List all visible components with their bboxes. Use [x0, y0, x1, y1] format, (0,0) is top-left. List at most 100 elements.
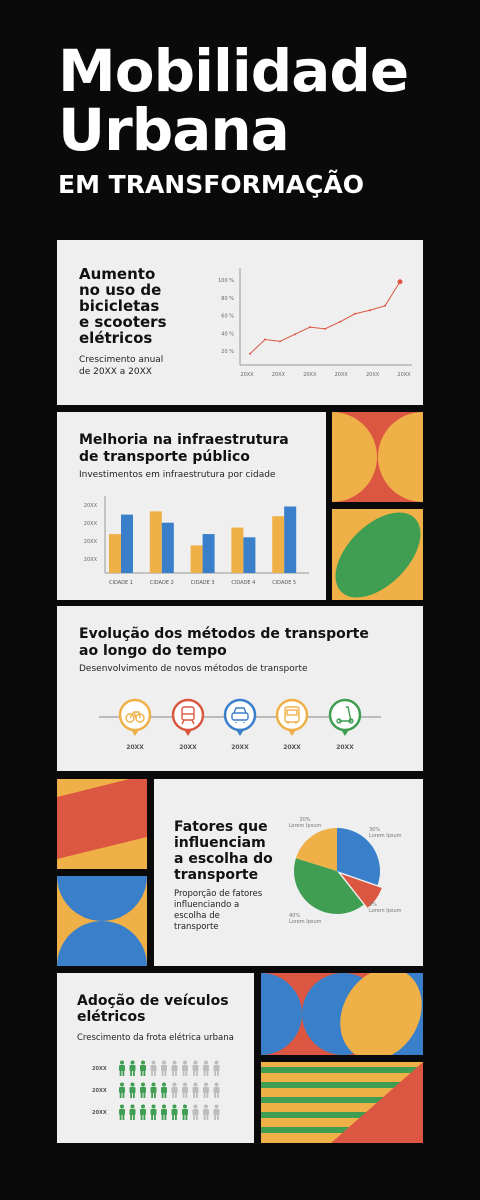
x-tick-label: 20XX — [272, 372, 286, 378]
bar — [202, 534, 215, 573]
y-tick-label: 80 % — [221, 296, 234, 302]
leg — [151, 1115, 153, 1120]
factors-subtitle: Proporção de fatores influenciando a esc… — [174, 889, 262, 933]
factors-title-line: influenciam — [174, 835, 266, 851]
factors-title-line: Fatores que — [174, 819, 268, 835]
infra-card: Melhoria na infraestrutura de transporte… — [57, 412, 326, 600]
torso — [203, 1087, 209, 1093]
leg — [175, 1115, 177, 1120]
evolution-title-line: Evolução dos métodos de transporte — [79, 626, 369, 642]
leg — [182, 1093, 185, 1098]
x-tick-label: 20XX — [303, 372, 317, 378]
milestone-label: 20XX — [283, 744, 301, 751]
torso — [119, 1087, 125, 1093]
leg — [175, 1093, 177, 1098]
head — [214, 1060, 219, 1065]
row-label: 20XX — [92, 1110, 107, 1116]
bikes-title-line: no uso de — [79, 281, 162, 299]
roof — [233, 707, 247, 714]
row-label: 20XX — [92, 1066, 107, 1072]
leg — [217, 1093, 219, 1098]
head — [130, 1082, 135, 1087]
torso — [203, 1065, 209, 1071]
y-tick-label: 20 % — [221, 349, 234, 355]
factors-title-line: transporte — [174, 867, 259, 883]
evolution-title-line: ao longo do tempo — [79, 643, 227, 659]
ev-title-line: Adoção de veículos — [77, 993, 229, 1009]
torso — [192, 1109, 199, 1115]
decor-tile-ellipse — [332, 509, 423, 600]
torso — [129, 1087, 136, 1093]
head — [162, 1060, 166, 1065]
head — [141, 1060, 145, 1065]
slice-sublabel: Lorem Ipsum — [369, 908, 402, 914]
ev-pictogram: 20XX 20XX 20XX — [92, 1060, 220, 1120]
torso — [150, 1087, 157, 1093]
person-icon — [213, 1104, 220, 1120]
person-icon — [213, 1060, 220, 1076]
leg — [161, 1071, 164, 1076]
factors-subtitle-line: transporte — [174, 922, 219, 932]
infra-title-line: Melhoria na infraestrutura — [79, 432, 289, 448]
line-point — [294, 333, 296, 336]
pie-slice — [341, 873, 382, 908]
factors-title: Fatores que influenciam a escolha do tra… — [174, 819, 273, 883]
milestone-label: 20XX — [126, 744, 144, 751]
person-icon — [171, 1082, 178, 1098]
bikes-subtitle-line: Crescimento anual — [79, 355, 164, 365]
slice-sublabel: Lorem Ipsum — [289, 919, 322, 925]
line-point — [397, 279, 403, 285]
factors-card: Fatores que influenciam a escolha do tra… — [154, 779, 423, 966]
person-icon — [161, 1104, 167, 1120]
decor-tile-diagonal — [57, 779, 147, 869]
leg — [130, 1071, 132, 1076]
title-line-2: Urbana — [58, 96, 290, 164]
person-icon — [140, 1104, 146, 1120]
x-tick-label: 20XX — [366, 372, 380, 378]
ev-subtitle: Crescimento da frota elétrica urbana — [77, 1033, 234, 1043]
slice-label: 40% — [289, 913, 300, 919]
head — [183, 1082, 187, 1087]
head — [204, 1082, 208, 1087]
rails — [181, 719, 195, 725]
leg — [185, 1115, 188, 1120]
torso — [192, 1065, 199, 1071]
leg — [133, 1115, 135, 1120]
leg — [143, 1115, 146, 1120]
factors-subtitle-line: influenciando a — [174, 900, 240, 910]
torso — [213, 1065, 220, 1071]
timeline: 20XX 20XX 20XX 20XX 20XX — [99, 698, 381, 751]
torso — [192, 1087, 199, 1093]
leg — [193, 1115, 195, 1120]
leg — [164, 1093, 167, 1098]
leg — [175, 1071, 177, 1076]
person-icon — [203, 1060, 209, 1076]
line-series — [249, 281, 401, 355]
slice-sublabel: Lorem Ipsum — [289, 823, 322, 829]
head — [193, 1082, 198, 1087]
leg — [206, 1071, 209, 1076]
evolution-title: Evolução dos métodos de transporte ao lo… — [79, 626, 369, 660]
head — [141, 1104, 145, 1109]
leg — [122, 1115, 125, 1120]
torso — [171, 1065, 178, 1071]
head — [120, 1082, 124, 1087]
train-icon — [181, 706, 195, 725]
leg — [196, 1093, 198, 1098]
leg — [130, 1093, 132, 1098]
leg — [185, 1071, 188, 1076]
milestone-label: 20XX — [336, 744, 354, 751]
head — [130, 1104, 135, 1109]
person-icon — [203, 1082, 209, 1098]
person-icon — [119, 1082, 125, 1098]
line-point — [339, 320, 341, 323]
bikes-card: Aumento no uso de bicicletas e scooters … — [57, 240, 423, 405]
y-tick-label: 20XX — [84, 557, 98, 563]
torso — [119, 1065, 125, 1071]
torso — [140, 1109, 146, 1115]
head — [204, 1060, 208, 1065]
line-point — [384, 304, 386, 307]
bus-icon — [284, 706, 300, 724]
leg — [140, 1093, 143, 1098]
leg — [193, 1071, 195, 1076]
